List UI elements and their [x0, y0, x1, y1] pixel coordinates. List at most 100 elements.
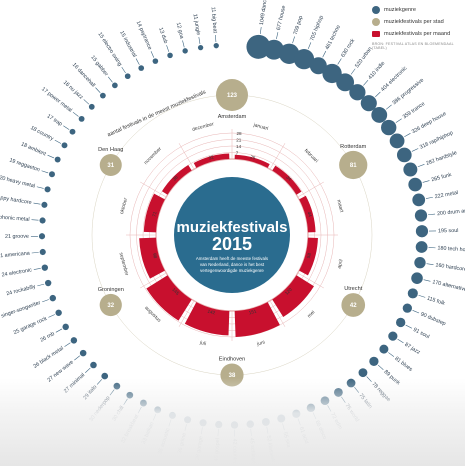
city-label: Eindhoven [219, 356, 245, 362]
legend-genre-swatch [372, 6, 380, 14]
genre-stem [215, 35, 217, 43]
city-count: 32 [107, 303, 114, 309]
genre-bubble [309, 57, 327, 75]
genre-bubble [45, 279, 52, 287]
genre-stem [137, 406, 142, 414]
genre-label: 55 ska [282, 431, 292, 448]
month-label: maart [335, 199, 344, 213]
genre-label: 91 soul [412, 327, 430, 340]
center-title: muziekfestivals [177, 219, 288, 236]
city-label: Utrecht [344, 286, 362, 292]
genre-stem [41, 170, 49, 174]
genre-label: 115 folk [426, 296, 446, 307]
genre-bubble [292, 409, 301, 418]
genre-stem [150, 51, 155, 58]
legend-item-month: muziekfestivals per maand [372, 28, 464, 40]
genre-label: 160 hardcore [435, 262, 465, 273]
genre-stem [198, 37, 201, 45]
genre-stem [33, 268, 41, 270]
genre-stem [33, 202, 41, 205]
month-divider [178, 143, 195, 170]
genre-label: 17 power metal [40, 86, 73, 113]
genre-stem [168, 419, 172, 427]
genre-stem [31, 219, 39, 221]
month-scale-label: 21 [236, 138, 242, 143]
genre-bubble [333, 388, 343, 397]
city-label: Amsterdam [218, 114, 247, 120]
genre-stem [48, 314, 55, 318]
genre-bubble [246, 420, 255, 428]
genre-bubble [49, 294, 56, 302]
city-bubble [99, 293, 122, 317]
genre-bubble [69, 128, 76, 135]
genre-bubble [381, 119, 397, 136]
genre-bubble [168, 411, 176, 419]
genre-label: 180 tech house [437, 245, 465, 253]
genre-label: 410 indie [367, 61, 386, 81]
genre-bubble [215, 420, 223, 429]
genre-bubble [140, 399, 147, 407]
genre-label: 76 world [344, 403, 360, 423]
month-label: januari [252, 122, 269, 132]
genre-stem [47, 154, 55, 159]
genre-bubble [407, 288, 418, 299]
genre-label: 25 singer-songwriter [0, 300, 42, 322]
genre-label: 170 alternative [432, 279, 465, 293]
genre-label: 26 black metal [33, 346, 65, 370]
month-bar [184, 302, 230, 336]
genre-label: 33 balkan [141, 421, 156, 445]
genre-bubble [167, 52, 173, 59]
genre-stem [42, 299, 49, 303]
genre-stem [83, 99, 90, 105]
genre-stem [425, 196, 433, 199]
genre-label: 359 trance [402, 101, 426, 120]
genre-bubble [261, 418, 270, 426]
genre-stem [95, 87, 101, 93]
month-count: 25 [250, 154, 257, 160]
genre-label: 89 punk [383, 369, 402, 386]
genre-bubble [154, 406, 162, 414]
genre-stem [366, 376, 372, 382]
genre-label: 25 garage rock [13, 316, 49, 336]
genre-bubble [39, 248, 46, 256]
genre-stem [166, 45, 170, 52]
genre-stem [292, 36, 295, 44]
month-bar [146, 275, 192, 321]
genre-bubble [412, 193, 426, 207]
genre-stem [259, 27, 262, 35]
month-label: april [336, 259, 344, 270]
genre-label: 318 rap/hiphop [419, 130, 454, 151]
genre-stem [377, 364, 384, 370]
genre-label: 36 grime [177, 432, 188, 454]
genre-stem [428, 213, 436, 216]
genre-bubble [293, 49, 315, 70]
genre-label: 282 hardstyle [425, 150, 457, 167]
genre-bubble [349, 84, 366, 101]
month-label: juni [256, 340, 266, 348]
genre-label: 677 house [276, 5, 287, 31]
genre-stem [341, 396, 346, 403]
genre-bubble [408, 177, 423, 192]
month-count: 58 [306, 252, 312, 259]
month-divider [178, 300, 195, 327]
city-bubble [339, 150, 368, 180]
month-count: 38 [172, 174, 179, 181]
legend-genre-label: muziekgenre [384, 7, 417, 13]
center-subtitle-1: Amsterdam heeft de meeste festivals [196, 256, 269, 261]
genre-label: 45 schlager [248, 438, 257, 466]
month-count: 145 [171, 287, 180, 296]
genre-label: 404 electronic [380, 65, 409, 93]
genre-bubble [388, 331, 398, 341]
genre-stem [385, 104, 392, 110]
genre-label: 630 rock [340, 38, 356, 59]
genre-stem [307, 42, 312, 49]
genre-label: 21 groove [5, 234, 29, 240]
month-bar [161, 164, 192, 195]
genre-label: 81 blues [393, 356, 413, 373]
genre-label: 461 techno [324, 24, 341, 50]
genre-label: 11 jungle [192, 14, 201, 36]
genre-stem [107, 76, 113, 83]
genre-bubble [306, 403, 316, 413]
genre-label: 18 country [29, 125, 54, 142]
month-count: 71 [151, 211, 157, 218]
